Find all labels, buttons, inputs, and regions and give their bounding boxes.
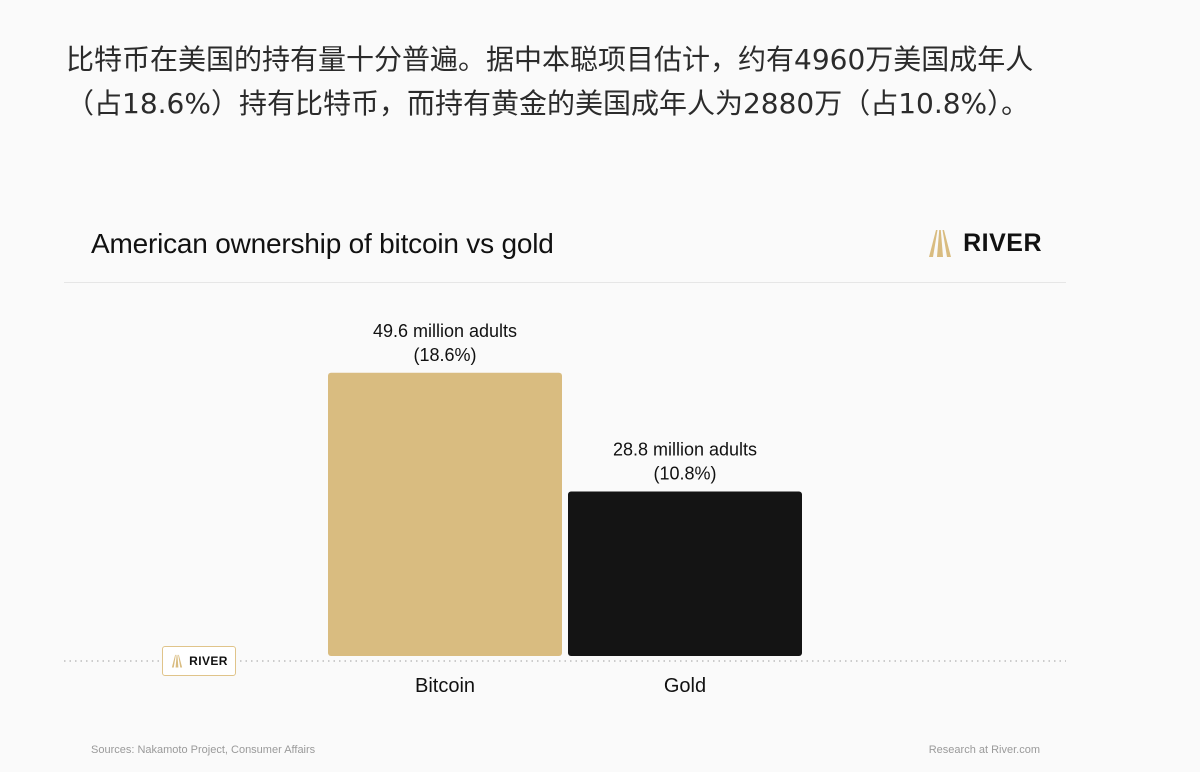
bar-group: 49.6 million adults (18.6%) Bitcoin 28.8 mi… <box>328 321 802 697</box>
header-divider <box>64 282 1066 283</box>
brand-logo[interactable]: RIVER <box>925 228 1042 258</box>
river-mountain-logo-icon <box>929 230 952 257</box>
chart-watermark-logo: RIVER <box>162 646 236 676</box>
intro-paragraph: 比特币在美国的持有量十分普遍。据中本聪项目估计，约有4960万美国成年人（占18… <box>66 43 1034 120</box>
category-label-gold: Gold <box>664 675 706 697</box>
brand-name: RIVER <box>963 228 1042 257</box>
logo-peak-right <box>942 230 952 257</box>
river-mountain-watermark-icon <box>172 654 183 668</box>
logo-peak-left <box>929 230 938 257</box>
watermark-brand-name: RIVER <box>189 654 228 668</box>
bar-gold[interactable] <box>568 491 802 656</box>
bar-percent-label-gold: (10.8%) <box>653 464 716 484</box>
chart-card: American ownership of bitcoin vs gold RI… <box>64 200 1066 772</box>
bar-value-label-bitcoin: 49.6 million adults <box>373 321 517 341</box>
bar-bitcoin[interactable] <box>328 372 562 656</box>
logo-peak-center <box>937 230 944 257</box>
category-label-bitcoin: Bitcoin <box>415 675 475 697</box>
bar-percent-label-bitcoin: (18.6%) <box>413 345 476 365</box>
chart-title: American ownership of bitcoin vs gold <box>91 228 554 259</box>
footer-credit: Research at River.com <box>928 744 1040 756</box>
bar-chart-plot: 49.6 million adults (18.6%) Bitcoin 28.8 mi… <box>64 321 1066 697</box>
bar-value-label-gold: 28.8 million adults <box>613 440 757 460</box>
footer-sources: Sources: Nakamoto Project, Consumer Affa… <box>91 744 316 756</box>
